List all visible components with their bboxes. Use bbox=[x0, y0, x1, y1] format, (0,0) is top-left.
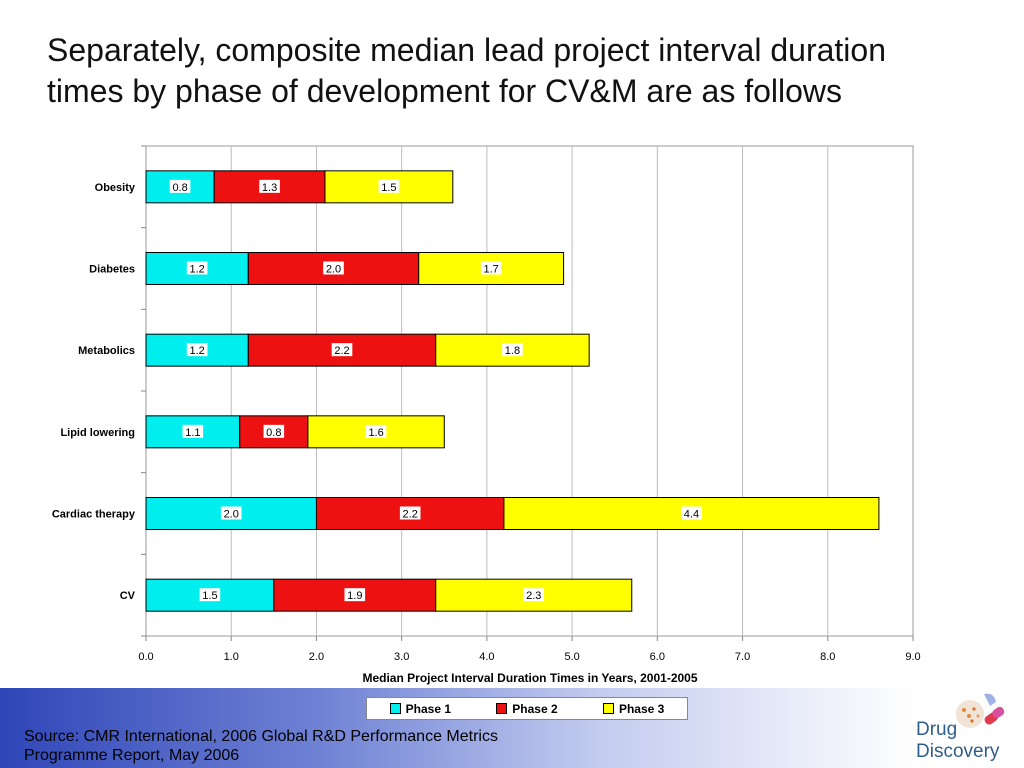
data-label: 2.0 bbox=[224, 509, 239, 521]
data-label: 1.5 bbox=[202, 590, 217, 602]
drug-discovery-logo: Drug Discovery bbox=[912, 688, 1024, 768]
legend-swatch-phase-1 bbox=[389, 703, 401, 714]
slide-title: Separately, composite median lead projec… bbox=[47, 30, 1007, 112]
legend-item-phase-2: Phase 2 bbox=[496, 701, 558, 716]
data-label-background bbox=[399, 506, 421, 520]
y-category-label: Metabolics bbox=[78, 345, 135, 357]
legend-label-phase-3: Phase 3 bbox=[618, 701, 665, 716]
legend-label-phase-2: Phase 2 bbox=[512, 701, 558, 716]
data-label: 4.4 bbox=[684, 509, 699, 521]
x-tick-label: 2.0 bbox=[309, 651, 324, 663]
data-label-background bbox=[344, 588, 366, 602]
logo-text-line-2: Discovery bbox=[916, 741, 1000, 762]
slide-title-line-1: Separately, composite median lead projec… bbox=[47, 32, 886, 68]
legend-swatch-phase-3 bbox=[602, 703, 614, 714]
data-label-background bbox=[220, 506, 242, 520]
x-tick-label: 5.0 bbox=[564, 651, 579, 663]
y-category-label: Lipid lowering bbox=[60, 427, 135, 439]
legend-item-phase-3: Phase 3 bbox=[602, 701, 665, 716]
data-label: 0.8 bbox=[266, 427, 281, 439]
data-label: 1.8 bbox=[505, 345, 520, 357]
data-label: 1.6 bbox=[368, 427, 383, 439]
x-tick-label: 0.0 bbox=[138, 651, 153, 663]
data-label-background bbox=[259, 179, 280, 193]
x-tick-label: 3.0 bbox=[394, 651, 409, 663]
x-tick-label: 7.0 bbox=[735, 651, 750, 663]
chart-legend: Phase 1 Phase 2 Phase 3 bbox=[366, 697, 688, 720]
data-label: 1.5 bbox=[381, 182, 396, 194]
slide-title-line-2: times by phase of development for CV&M a… bbox=[47, 73, 843, 109]
data-label-background bbox=[502, 343, 523, 357]
x-tick-label: 1.0 bbox=[224, 651, 239, 663]
data-label: 1.2 bbox=[189, 345, 204, 357]
source-line-1: Source: CMR International, 2006 Global R… bbox=[24, 728, 498, 745]
data-label-background bbox=[263, 424, 285, 438]
stacked-bar-chart: 0.8 1.3 1.5 1.2 2.0 1.7 1.2 2.2 1.8 1.1 0.8 1.6 2.0 2… bbox=[52, 145, 921, 685]
data-label-background bbox=[323, 261, 344, 275]
data-label: 0.8 bbox=[172, 182, 187, 194]
y-category-label: Cardiac therapy bbox=[52, 509, 136, 521]
data-label-background bbox=[186, 261, 208, 275]
y-category-label: Diabetes bbox=[89, 264, 135, 276]
legend-item-phase-1: Phase 1 bbox=[389, 701, 452, 716]
data-label: 1.1 bbox=[185, 427, 200, 439]
legend-label-phase-1: Phase 1 bbox=[405, 701, 452, 716]
data-label-background bbox=[199, 588, 221, 602]
x-tick-label: 6.0 bbox=[650, 651, 665, 663]
x-tick-label: 4.0 bbox=[479, 651, 494, 663]
data-label-background bbox=[331, 343, 353, 357]
data-label: 2.2 bbox=[334, 345, 349, 357]
y-category-label: CV bbox=[120, 590, 136, 602]
data-label-background bbox=[480, 261, 502, 275]
pill-logo-icon bbox=[956, 693, 1005, 728]
data-label: 2.3 bbox=[526, 590, 541, 602]
data-label: 1.7 bbox=[484, 264, 499, 276]
x-tick-label: 9.0 bbox=[905, 651, 920, 663]
x-tick-label: 8.0 bbox=[820, 651, 835, 663]
legend-swatch-phase-2 bbox=[496, 703, 508, 714]
data-label-background bbox=[681, 506, 702, 520]
data-label: 1.2 bbox=[189, 264, 204, 276]
x-axis-label: Median Project Interval Duration Times i… bbox=[362, 671, 697, 685]
data-label: 2.2 bbox=[403, 509, 418, 521]
y-category-label: Obesity bbox=[95, 182, 136, 194]
logo-text-line-1: Drug bbox=[916, 719, 958, 740]
data-label-background bbox=[365, 424, 387, 438]
source-line-2: Programme Report, May 2006 bbox=[24, 747, 240, 764]
data-label-background bbox=[186, 343, 208, 357]
data-label-background bbox=[378, 179, 400, 193]
data-label-background bbox=[169, 179, 191, 193]
data-label: 1.3 bbox=[262, 182, 277, 194]
data-label: 1.9 bbox=[347, 590, 362, 602]
plot-area bbox=[145, 145, 914, 637]
data-label-background bbox=[182, 424, 204, 438]
data-label: 2.0 bbox=[326, 264, 341, 276]
source-note: Source: CMR International, 2006 Global R… bbox=[24, 727, 664, 765]
data-label-background bbox=[523, 588, 545, 602]
